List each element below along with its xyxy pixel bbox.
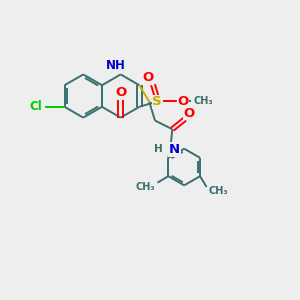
Text: O: O	[142, 71, 154, 84]
Text: Cl: Cl	[29, 100, 42, 113]
Text: O: O	[183, 107, 194, 120]
Text: S: S	[152, 95, 162, 108]
Text: O: O	[178, 95, 189, 108]
Text: CH₃: CH₃	[136, 182, 155, 192]
Text: O: O	[115, 86, 126, 99]
Text: CH₃: CH₃	[208, 186, 228, 196]
Text: N: N	[169, 143, 180, 156]
Text: H: H	[154, 144, 163, 154]
Text: CH₃: CH₃	[194, 96, 213, 106]
Text: NH: NH	[106, 59, 126, 72]
